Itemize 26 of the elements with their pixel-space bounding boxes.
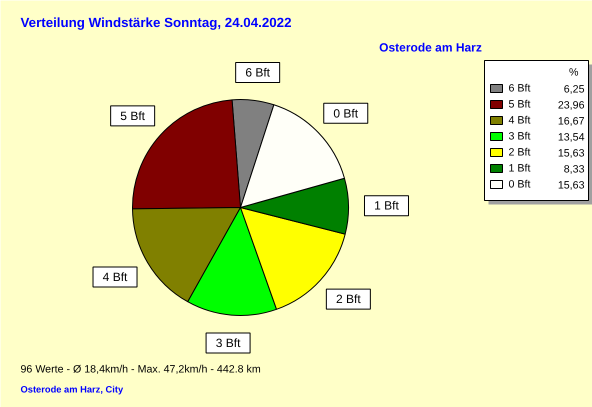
data-label: 13,54 (558, 132, 585, 144)
data-label: 16,67 (558, 116, 585, 128)
legend-label: 1 Bft (508, 162, 530, 174)
chart-title: Verteilung Windstärke Sonntag, 24.04.2022 (20, 15, 292, 30)
data-label: 8,33 (564, 164, 585, 176)
data-label: 6,25 (564, 84, 585, 96)
slice-label: 5 Bft (120, 108, 146, 123)
slice-label: 0 Bft (333, 106, 359, 120)
data-label: 15,63 (558, 180, 585, 192)
text: 96 Werte - Ø 18,4km/h - Max. 47,2km/h - 442.8 km (20, 364, 261, 376)
legend-label: 5 Bft (508, 98, 530, 110)
data-label: 23,96 (558, 100, 585, 112)
legend-label: 3 Bft (508, 130, 530, 142)
legend-label: 4 Bft (508, 114, 530, 126)
text: Osterode am Harz, City (20, 384, 124, 394)
data-label: 15,63 (558, 148, 585, 160)
slice-label: 4 Bft (102, 270, 128, 284)
slice-label: 3 Bft (216, 336, 242, 350)
slice-label: 6 Bft (245, 65, 271, 80)
legend-title: % (569, 66, 580, 78)
legend-label: 2 Bft (508, 146, 530, 158)
legend-label: 6 Bft (508, 82, 530, 94)
legend-label: 0 Bft (508, 178, 530, 190)
slice-label: 1 Bft (374, 198, 400, 213)
chart-subtitle: Osterode am Harz (379, 40, 482, 54)
slice-label: 2 Bft (336, 292, 362, 306)
